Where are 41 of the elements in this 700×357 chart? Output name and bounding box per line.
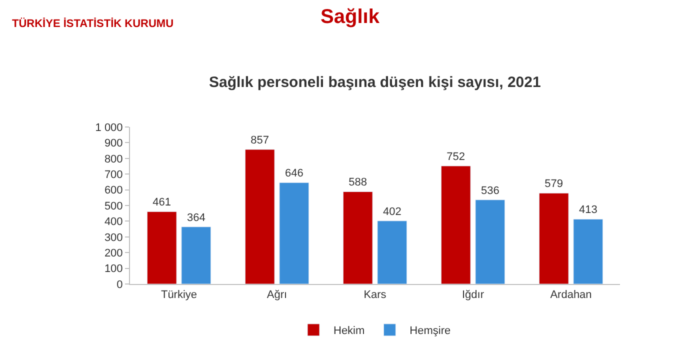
y-tick-label: 900 [104, 138, 123, 150]
bar [377, 220, 408, 284]
data-label: 579 [544, 178, 564, 190]
legend-label: Hekim [334, 325, 365, 338]
data-label: 413 [578, 204, 598, 216]
y-tick-label: 800 [104, 153, 123, 166]
data-label: 857 [250, 134, 270, 146]
data-label: 364 [186, 212, 206, 224]
x-tick-label: Iğdır [462, 289, 484, 302]
x-tick-label: Kars [364, 289, 387, 302]
y-tick-label: 300 [104, 232, 123, 244]
x-tick-label: Ağrı [266, 289, 288, 302]
bar [244, 149, 275, 284]
y-tick-label: 1 000 [95, 122, 123, 134]
x-tick-label: Ardahan [550, 289, 592, 302]
bar [279, 182, 310, 284]
x-tick-label: Türkiye [160, 289, 198, 302]
bar [538, 192, 569, 284]
bar [440, 166, 471, 284]
data-label: 402 [382, 206, 402, 218]
text: TÜRKİYE İSTATİSTİK KURUMU [12, 17, 174, 30]
bar [475, 200, 506, 284]
data-label: 646 [284, 168, 304, 180]
legend-label: Hemşire [410, 325, 451, 338]
y-tick-label: 0 [116, 278, 123, 291]
bar [146, 211, 177, 284]
data-label: 752 [446, 150, 466, 163]
y-tick-label: 100 [104, 263, 123, 276]
y-tick-label: 700 [104, 168, 123, 181]
chart-subtitle: Sağlık personeli başına düşen kişi sayısı, 2021 [209, 74, 541, 91]
y-tick-label: 400 [104, 216, 123, 228]
y-tick-label: 600 [104, 184, 123, 197]
y-tick-label: 200 [104, 247, 123, 260]
y-tick-label: 500 [104, 200, 123, 212]
data-label: 536 [480, 184, 500, 197]
bar [573, 218, 604, 284]
data-label: 461 [152, 196, 172, 209]
bar [181, 226, 212, 284]
data-label: 588 [348, 176, 368, 189]
chart-title: Sağlık [320, 6, 380, 28]
bar [342, 191, 373, 284]
